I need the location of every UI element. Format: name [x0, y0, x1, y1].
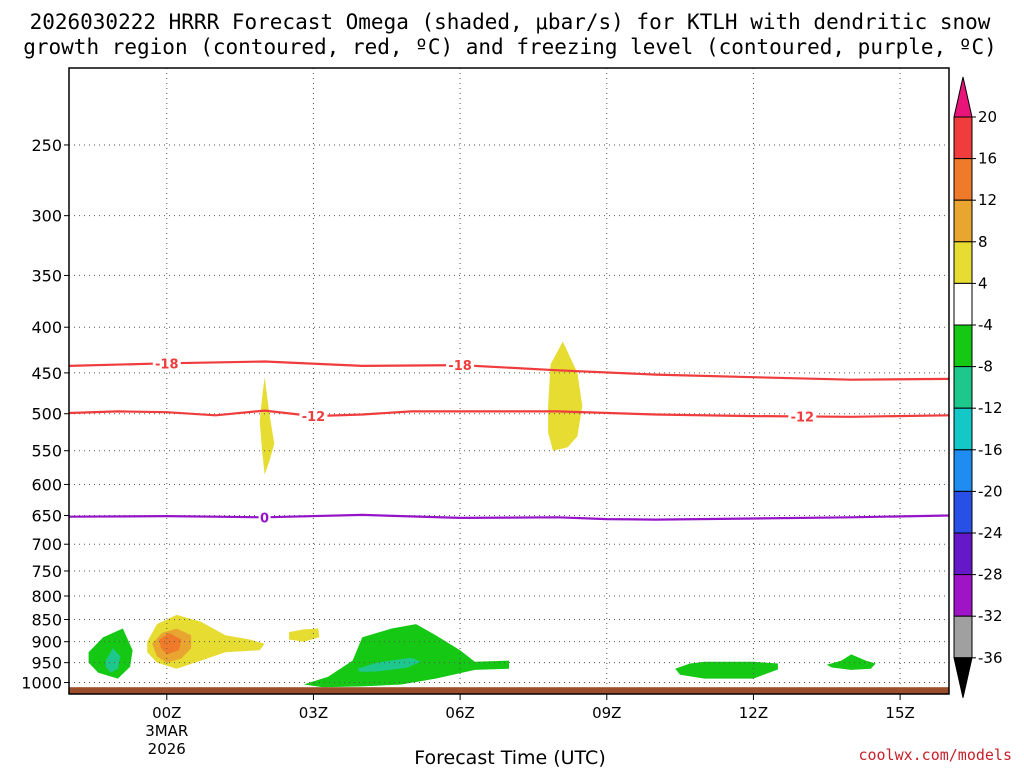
- isotherm-line: [68, 360, 950, 381]
- colorbar-bin: [953, 158, 973, 201]
- colorbar-bin: [953, 574, 973, 617]
- omega-shading-layer: [88, 341, 876, 688]
- ground-strip: [69, 687, 949, 694]
- y-tick-label: 400: [31, 318, 62, 337]
- x-tick-sublabel-date: 3MAR: [145, 722, 188, 740]
- isotherm-label: -12: [302, 410, 326, 425]
- isotherm-label-bg: [299, 409, 328, 424]
- yellow-area-02z-midlevel: [259, 377, 275, 475]
- colorbar-bin: [953, 532, 973, 576]
- x-tick-label: 00Z: [152, 704, 181, 722]
- y-tick-label: 550: [31, 442, 62, 461]
- green-area-14z: [826, 654, 876, 670]
- teal-area-04z: [357, 657, 421, 672]
- colorbar-label: -36: [978, 649, 1003, 667]
- colorbar-bin: [953, 199, 973, 243]
- x-tick-label: 12Z: [739, 704, 768, 722]
- isotherm-label: -12: [791, 410, 815, 425]
- colorbar-bin: [953, 449, 973, 492]
- y-tick-label: 450: [31, 364, 62, 383]
- y-tick-label: 950: [31, 654, 62, 673]
- colorbar-bin: [953, 282, 973, 326]
- colorbar-bin: [953, 407, 973, 451]
- colorbar-bin: [953, 490, 973, 534]
- colorbar-bin: [953, 324, 973, 368]
- yellow-area-03z-lowlevel: [289, 628, 320, 642]
- x-tick-sublabel-year: 2026: [148, 740, 186, 758]
- isotherm-line: [68, 409, 950, 418]
- isotherm-label: 0: [260, 511, 269, 526]
- colorbar-bottom-arrow: [953, 657, 973, 698]
- credit-text: coolwx.com/models: [858, 746, 1012, 764]
- colorbar-label: -32: [978, 607, 1003, 625]
- colorbar-label: -12: [978, 399, 1003, 417]
- y-axis: 250 300 350 400 450 500 550 600 650 700 750 800 850 9…: [21, 136, 69, 693]
- teal-area-early: [105, 648, 121, 673]
- x-tick-label: 09Z: [592, 704, 621, 722]
- colorbar-label: -28: [978, 566, 1003, 584]
- colorbar-label: 4: [978, 274, 988, 292]
- y-tick-label: 250: [31, 136, 62, 155]
- isotherm-layer: -18 -18 -12 -12 0: [68, 356, 950, 526]
- colorbar-bin: [953, 366, 973, 409]
- colorbar-top-arrow: [953, 76, 973, 118]
- y-tick-label: 500: [31, 405, 62, 424]
- x-axis-label: Forecast Time (UTC): [414, 747, 605, 768]
- x-tick-label: 15Z: [885, 704, 914, 722]
- green-area-04z: [303, 624, 509, 688]
- isotherm-label-bg: [446, 358, 475, 373]
- green-area-11z: [675, 661, 778, 679]
- isotherm-label-bg: [152, 356, 181, 371]
- chart-title-line2: growth region (contoured, red, ºC) and f…: [23, 35, 997, 59]
- colorbar-label: -24: [978, 524, 1003, 542]
- colorbar-label: -4: [978, 316, 993, 334]
- colorbar-label: -8: [978, 358, 993, 376]
- gridlines: [69, 68, 949, 694]
- y-tick-label: 700: [31, 535, 62, 554]
- x-tick-label: 03Z: [299, 704, 328, 722]
- isotherm-label: -18: [448, 359, 472, 374]
- chart-title-line1: 2026030222 HRRR Forecast Omega (shaded, …: [30, 10, 991, 34]
- colorbar-bin: [953, 241, 973, 284]
- colorbar-bin: [953, 615, 973, 659]
- y-tick-label: 1000: [21, 674, 62, 693]
- y-tick-label: 900: [31, 633, 62, 652]
- colorbar-label: -20: [978, 482, 1003, 500]
- colorbar-label: 8: [978, 233, 988, 251]
- y-tick-label: 750: [31, 562, 62, 581]
- colorbar-label: 20: [978, 108, 997, 126]
- darkorange-area-early-lowlevel: [159, 633, 182, 655]
- y-tick-label: 300: [31, 207, 62, 226]
- y-tick-label: 600: [31, 475, 62, 494]
- yellow-area-08z-midlevel: [548, 341, 583, 451]
- x-tick-label: 06Z: [445, 704, 474, 722]
- colorbar-legend: 20 16 12 8 4 -4 -8 -12 -16 -20 -24 -28 -32 -36: [953, 76, 1003, 698]
- y-tick-label: 800: [31, 587, 62, 606]
- isotherm-label: -18: [155, 357, 179, 372]
- y-tick-label: 650: [31, 506, 62, 525]
- y-tick-label: 350: [31, 266, 62, 285]
- isotherm-label-bg: [788, 409, 817, 424]
- colorbar-bin: [953, 116, 973, 160]
- colorbar-label: 12: [978, 191, 997, 209]
- colorbar-label: 16: [978, 150, 997, 168]
- plot-frame: [68, 67, 950, 695]
- isotherm-line: [68, 513, 950, 521]
- isotherm-label-bg: [258, 510, 271, 525]
- y-tick-label: 850: [31, 611, 62, 630]
- colorbar-label: -16: [978, 441, 1003, 459]
